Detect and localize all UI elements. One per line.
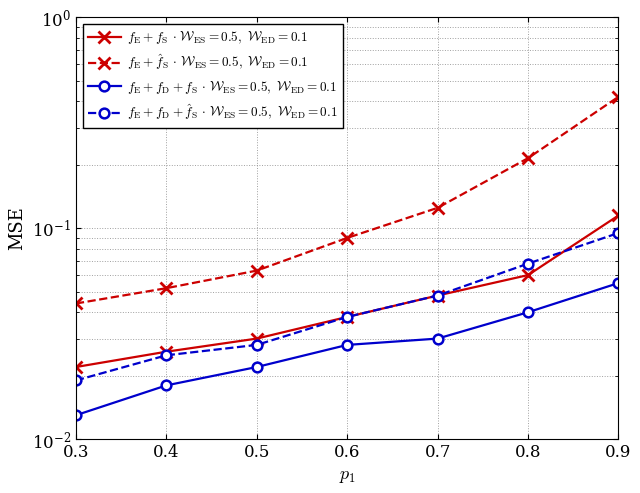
$f_{\rm E} + \hat{f}_{\rm S}$ $\cdot$ $\mathcal{W}_{\rm ES} = 0.5,\ \mathcal{W}_{\rm ED} = 0.1$ bbox=[253, 268, 260, 274]
$f_{\rm E} + f_{\rm D} + \hat{f}_{\rm S}$ $\cdot$ $\mathcal{W}_{\rm ES} = 0.5,\ \mathcal{W}_{\rm ED} = 0.1$ bbox=[434, 292, 442, 298]
$f_{\rm E} + f_{\rm D} + \hat{f}_{\rm S}$ $\cdot$ $\mathcal{W}_{\rm ES} = 0.5,\ \mathcal{W}_{\rm ED} = 0.1$ bbox=[163, 352, 170, 358]
$f_{\rm E} + f_{\rm S}$ $\cdot$ $\mathcal{W}_{\rm ES} = 0.5,\ \mathcal{W}_{\rm ED} = 0.1$ bbox=[614, 212, 622, 218]
$f_{\rm E} + f_{\rm D} + f_{\rm S}$ $\cdot$ $\mathcal{W}_{\rm ES} = 0.5,\ \mathcal{W}_{\rm ED} = 0.1$ bbox=[163, 383, 170, 388]
$f_{\rm E} + \hat{f}_{\rm S}$ $\cdot$ $\mathcal{W}_{\rm ES} = 0.5,\ \mathcal{W}_{\rm ED} = 0.1$ bbox=[163, 285, 170, 291]
Line: $f_{\rm E} + f_{\rm S}$ $\cdot$ $\mathcal{W}_{\rm ES} = 0.5,\ \mathcal{W}_{\rm ED} = 0.1$: $f_{\rm E} + f_{\rm S}$ $\cdot$ $\mathca… bbox=[70, 210, 624, 373]
$f_{\rm E} + f_{\rm S}$ $\cdot$ $\mathcal{W}_{\rm ES} = 0.5,\ \mathcal{W}_{\rm ED} = 0.1$ bbox=[344, 314, 351, 320]
$f_{\rm E} + f_{\rm D} + f_{\rm S}$ $\cdot$ $\mathcal{W}_{\rm ES} = 0.5,\ \mathcal{W}_{\rm ED} = 0.1$ bbox=[434, 336, 442, 342]
$f_{\rm E} + f_{\rm D} + f_{\rm S}$ $\cdot$ $\mathcal{W}_{\rm ES} = 0.5,\ \mathcal{W}_{\rm ED} = 0.1$ bbox=[72, 412, 80, 418]
$f_{\rm E} + f_{\rm S}$ $\cdot$ $\mathcal{W}_{\rm ES} = 0.5,\ \mathcal{W}_{\rm ED} = 0.1$ bbox=[253, 336, 260, 342]
$f_{\rm E} + \hat{f}_{\rm S}$ $\cdot$ $\mathcal{W}_{\rm ES} = 0.5,\ \mathcal{W}_{\rm ED} = 0.1$ bbox=[434, 205, 442, 211]
$f_{\rm E} + \hat{f}_{\rm S}$ $\cdot$ $\mathcal{W}_{\rm ES} = 0.5,\ \mathcal{W}_{\rm ED} = 0.1$ bbox=[72, 301, 80, 307]
$f_{\rm E} + f_{\rm S}$ $\cdot$ $\mathcal{W}_{\rm ES} = 0.5,\ \mathcal{W}_{\rm ED} = 0.1$ bbox=[524, 272, 532, 278]
$f_{\rm E} + f_{\rm D} + f_{\rm S}$ $\cdot$ $\mathcal{W}_{\rm ES} = 0.5,\ \mathcal{W}_{\rm ED} = 0.1$ bbox=[524, 309, 532, 315]
Y-axis label: MSE: MSE bbox=[8, 207, 26, 250]
$f_{\rm E} + f_{\rm D} + \hat{f}_{\rm S}$ $\cdot$ $\mathcal{W}_{\rm ES} = 0.5,\ \mathcal{W}_{\rm ED} = 0.1$ bbox=[614, 230, 622, 236]
$f_{\rm E} + f_{\rm D} + \hat{f}_{\rm S}$ $\cdot$ $\mathcal{W}_{\rm ES} = 0.5,\ \mathcal{W}_{\rm ED} = 0.1$ bbox=[72, 378, 80, 384]
$f_{\rm E} + \hat{f}_{\rm S}$ $\cdot$ $\mathcal{W}_{\rm ES} = 0.5,\ \mathcal{W}_{\rm ED} = 0.1$ bbox=[524, 155, 532, 161]
$f_{\rm E} + f_{\rm S}$ $\cdot$ $\mathcal{W}_{\rm ES} = 0.5,\ \mathcal{W}_{\rm ED} = 0.1$ bbox=[163, 349, 170, 354]
Line: $f_{\rm E} + f_{\rm D} + f_{\rm S}$ $\cdot$ $\mathcal{W}_{\rm ES} = 0.5,\ \mathcal{W}_{\rm ED} = 0.1$: $f_{\rm E} + f_{\rm D} + f_{\rm S}$ $\cd… bbox=[71, 278, 623, 420]
Line: $f_{\rm E} + \hat{f}_{\rm S}$ $\cdot$ $\mathcal{W}_{\rm ES} = 0.5,\ \mathcal{W}_{\rm ED} = 0.1$: $f_{\rm E} + \hat{f}_{\rm S}$ $\cdot$ $\… bbox=[70, 91, 624, 309]
$f_{\rm E} + f_{\rm D} + \hat{f}_{\rm S}$ $\cdot$ $\mathcal{W}_{\rm ES} = 0.5,\ \mathcal{W}_{\rm ED} = 0.1$ bbox=[253, 342, 260, 348]
$f_{\rm E} + \hat{f}_{\rm S}$ $\cdot$ $\mathcal{W}_{\rm ES} = 0.5,\ \mathcal{W}_{\rm ED} = 0.1$ bbox=[344, 235, 351, 241]
$f_{\rm E} + \hat{f}_{\rm S}$ $\cdot$ $\mathcal{W}_{\rm ES} = 0.5,\ \mathcal{W}_{\rm ED} = 0.1$ bbox=[614, 94, 622, 100]
X-axis label: $p_1$: $p_1$ bbox=[339, 467, 356, 485]
Legend: $f_{\rm E} + f_{\rm S}$ $\cdot$ $\mathcal{W}_{\rm ES} = 0.5,\ \mathcal{W}_{\rm E: $f_{\rm E} + f_{\rm S}$ $\cdot$ $\mathca… bbox=[83, 24, 343, 128]
$f_{\rm E} + f_{\rm D} + f_{\rm S}$ $\cdot$ $\mathcal{W}_{\rm ES} = 0.5,\ \mathcal{W}_{\rm ED} = 0.1$ bbox=[344, 342, 351, 348]
$f_{\rm E} + f_{\rm S}$ $\cdot$ $\mathcal{W}_{\rm ES} = 0.5,\ \mathcal{W}_{\rm ED} = 0.1$ bbox=[434, 292, 442, 298]
$f_{\rm E} + f_{\rm S}$ $\cdot$ $\mathcal{W}_{\rm ES} = 0.5,\ \mathcal{W}_{\rm ED} = 0.1$ bbox=[72, 364, 80, 370]
$f_{\rm E} + f_{\rm D} + \hat{f}_{\rm S}$ $\cdot$ $\mathcal{W}_{\rm ES} = 0.5,\ \mathcal{W}_{\rm ED} = 0.1$ bbox=[344, 314, 351, 320]
$f_{\rm E} + f_{\rm D} + f_{\rm S}$ $\cdot$ $\mathcal{W}_{\rm ES} = 0.5,\ \mathcal{W}_{\rm ED} = 0.1$ bbox=[614, 280, 622, 286]
$f_{\rm E} + f_{\rm D} + \hat{f}_{\rm S}$ $\cdot$ $\mathcal{W}_{\rm ES} = 0.5,\ \mathcal{W}_{\rm ED} = 0.1$ bbox=[524, 261, 532, 267]
$f_{\rm E} + f_{\rm D} + f_{\rm S}$ $\cdot$ $\mathcal{W}_{\rm ES} = 0.5,\ \mathcal{W}_{\rm ED} = 0.1$ bbox=[253, 364, 260, 370]
Line: $f_{\rm E} + f_{\rm D} + \hat{f}_{\rm S}$ $\cdot$ $\mathcal{W}_{\rm ES} = 0.5,\ \mathcal{W}_{\rm ED} = 0.1$: $f_{\rm E} + f_{\rm D} + \hat{f}_{\rm S}… bbox=[71, 228, 623, 386]
